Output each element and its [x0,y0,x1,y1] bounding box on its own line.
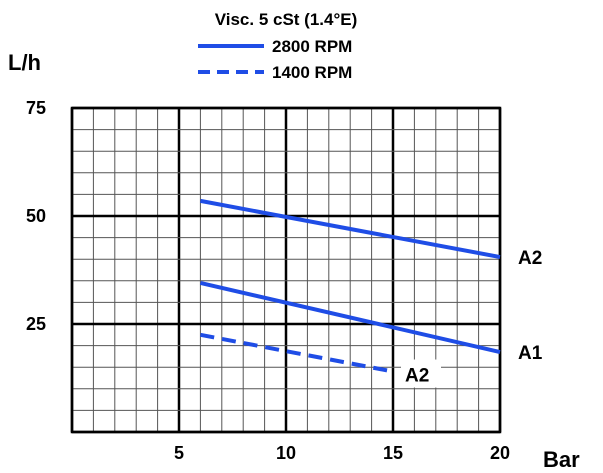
series-lines [199,198,501,374]
x-tick-label: 20 [490,443,510,463]
y-tick-label: 75 [26,98,46,118]
series-label: A2 [405,366,429,387]
x-tick-label: 15 [383,443,403,463]
legend: Visc. 5 cSt (1.4°E) 2800 RPM 1400 RPM [198,10,357,82]
series-line-2 [200,332,394,374]
y-tick-label: 25 [26,314,46,334]
y-tick-label: 50 [26,206,46,226]
series-label-bg [514,245,554,272]
series-label: A2 [518,248,542,269]
tick-labels: 5 10 15 20 25 50 75 [26,98,510,463]
legend-title: Visc. 5 cSt (1.4°E) [215,10,358,29]
x-tick-label: 10 [276,443,296,463]
x-axis-label: Bar [543,447,580,472]
plot-frame [70,106,502,434]
series-label: A1 [518,343,543,364]
x-tick-label: 5 [174,443,184,463]
series-line-0 [200,198,501,260]
y-axis-label: L/h [8,50,41,75]
legend-label-2800: 2800 RPM [272,37,352,56]
series-label-bg [401,359,441,388]
series-line-1 [199,281,501,355]
series-labels: A2 A1 A2 [401,245,554,388]
legend-label-1400: 1400 RPM [272,63,352,82]
grid [70,106,502,434]
series-label-bg [514,340,554,367]
